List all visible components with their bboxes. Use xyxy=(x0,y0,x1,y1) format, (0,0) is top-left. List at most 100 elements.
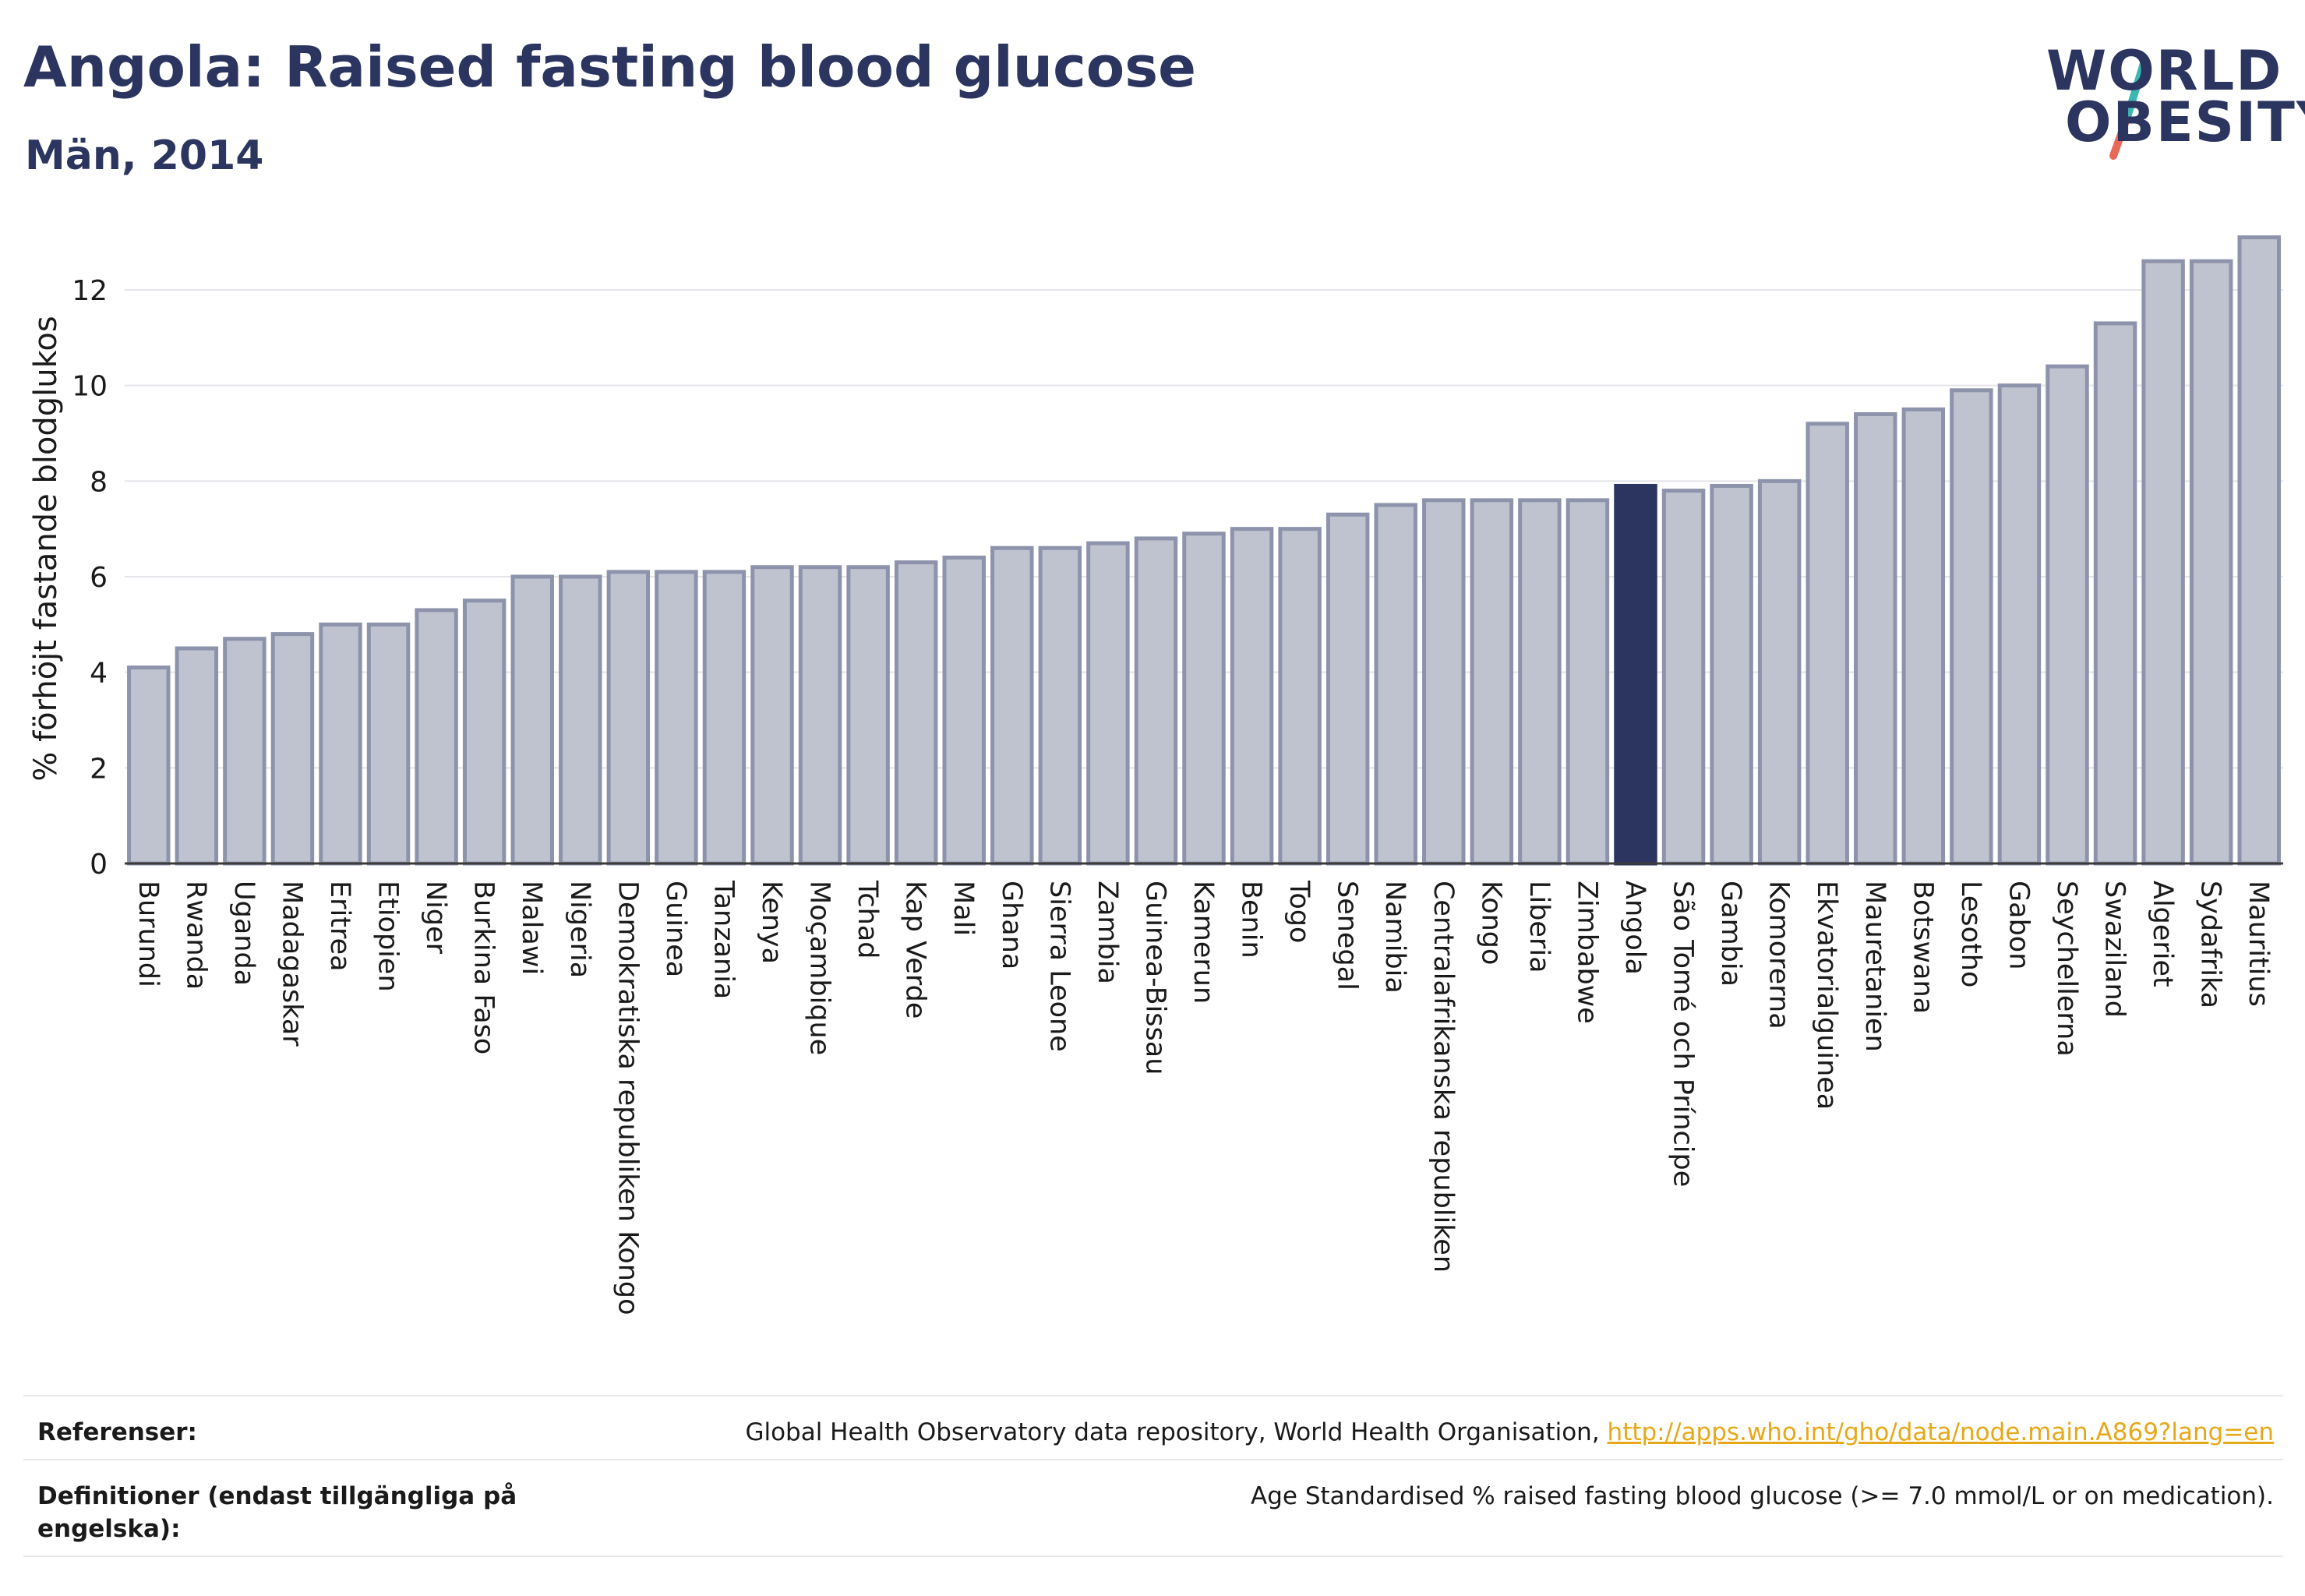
x-tick-label: Malawi xyxy=(516,881,547,975)
x-tick-label: Algeriet xyxy=(2147,881,2178,987)
bar-mo-ambique xyxy=(798,565,842,866)
x-tick-label: Seychellerna xyxy=(2051,881,2082,1057)
x-tick-label: Kap Verde xyxy=(900,881,931,1019)
y-tick-label: 0 xyxy=(90,849,108,881)
bar-zimbabwe xyxy=(1565,498,1610,866)
y-axis-label: % förhöjt fastande blodglukos xyxy=(28,316,64,781)
x-axis-ticks: Burundi Rwanda Uganda Madagaskar Eritrea Etio… xyxy=(132,880,2274,1315)
x-tick-label: Burundi xyxy=(132,881,164,987)
references-value: Global Health Observatory data repositor… xyxy=(745,1418,2274,1446)
x-tick-label: Kamerun xyxy=(1188,881,1219,1004)
footer-divider-bottom xyxy=(23,1555,2283,1557)
bar-kamerun xyxy=(1182,531,1226,866)
x-tick-label: Togo xyxy=(1283,880,1315,943)
bar-komorerna xyxy=(1757,478,1802,866)
bar-benin xyxy=(1230,527,1274,866)
x-tick-label: Namibia xyxy=(1379,881,1410,994)
y-tick-label: 12 xyxy=(72,275,108,307)
x-tick-label: Etiopien xyxy=(372,881,404,992)
bar-zambia xyxy=(1086,541,1130,866)
bar-gabon xyxy=(1997,383,2042,866)
bar-ekvatorialguinea xyxy=(1806,422,1849,866)
x-tick-label: Guinea-Bissau xyxy=(1139,881,1170,1075)
footer-divider-top xyxy=(23,1395,2283,1396)
x-tick-label: Senegal xyxy=(1332,881,1363,990)
x-tick-label: Tchad xyxy=(852,880,883,959)
y-tick-label: 4 xyxy=(90,658,108,690)
bar-seychellerna xyxy=(2046,364,2089,866)
x-tick-label: Sydafrika xyxy=(2195,881,2226,1008)
x-tick-label: Kongo xyxy=(1475,881,1506,965)
x-tick-label: Liberia xyxy=(1523,881,1555,973)
x-tick-label: Madagaskar xyxy=(276,881,307,1047)
bar-liberia xyxy=(1518,498,1562,866)
x-tick-label: Lesotho xyxy=(1955,881,1986,987)
x-tick-label: Sierra Leone xyxy=(1043,881,1075,1052)
bar-namibia xyxy=(1374,503,1417,866)
bar-uganda xyxy=(223,637,267,866)
bar-mauretanien xyxy=(1854,411,1897,866)
bar-etiopien xyxy=(366,622,411,866)
chart-subtitle: Män, 2014 xyxy=(25,132,264,179)
footer-divider-middle xyxy=(23,1459,2283,1460)
x-tick-label: Gabon xyxy=(2003,881,2034,969)
bar-mauritius xyxy=(2237,235,2281,866)
references-label: Referenser: xyxy=(37,1418,197,1446)
bar-guinea-bissau xyxy=(1134,536,1178,866)
bar-gambia xyxy=(1710,483,1753,866)
bar-burkina-faso xyxy=(462,598,507,866)
bar-centralafrikanska-republiken xyxy=(1422,498,1466,866)
x-tick-label: Uganda xyxy=(228,881,259,986)
x-tick-label: Zimbabwe xyxy=(1571,881,1602,1024)
bar-niger xyxy=(415,608,458,866)
chart-title: Angola: Raised fasting blood glucose xyxy=(23,34,1196,100)
bar-sydafrika xyxy=(2189,259,2233,866)
bar-botswana xyxy=(1901,407,1946,866)
x-tick-label: Moçambique xyxy=(804,881,835,1055)
x-tick-label: Angola xyxy=(1619,881,1650,975)
chart-bars xyxy=(127,235,2281,866)
x-tick-label: Demokratiska republiken Kongo xyxy=(612,881,643,1315)
bar-nigeria xyxy=(559,574,602,866)
bar-togo xyxy=(1278,527,1322,866)
logo-text-world: WORLD xyxy=(2046,39,2283,103)
bar-chart: 0 2 4 6 8 10 12 Burundi Rwanda Uganda Madagaskar E… xyxy=(28,235,2283,1315)
bar-angola xyxy=(1614,483,1657,866)
x-tick-label: Burkina Faso xyxy=(468,881,499,1054)
bar-tchad xyxy=(846,565,890,866)
definitions-value: Age Standardised % raised fasting blood … xyxy=(1251,1482,2274,1510)
x-tick-label: Mauretanien xyxy=(1859,881,1890,1052)
bar-kap-verde xyxy=(894,560,938,866)
bar-swaziland xyxy=(2093,321,2137,866)
bar-burundi xyxy=(127,666,171,866)
bar-senegal xyxy=(1325,512,1370,866)
bar-malawi xyxy=(510,574,554,866)
y-tick-label: 6 xyxy=(90,562,108,594)
x-tick-label: Mali xyxy=(948,881,979,936)
x-tick-label: Botswana xyxy=(1907,881,1938,1014)
bar-rwanda xyxy=(175,646,219,866)
x-tick-label: Eritrea xyxy=(324,881,355,972)
x-tick-label: Guinea xyxy=(660,881,691,977)
bar-madagaskar xyxy=(270,632,315,866)
x-tick-label: Rwanda xyxy=(180,881,211,990)
bar-sierra-leone xyxy=(1038,546,1082,866)
bar-ghana xyxy=(990,546,1034,866)
x-tick-label: Nigeria xyxy=(564,881,595,978)
bar-demokratiska-republiken-kongo xyxy=(606,570,651,866)
y-axis-ticks: 0 2 4 6 8 10 12 xyxy=(72,275,108,881)
y-tick-label: 2 xyxy=(90,753,108,785)
bar-algeriet xyxy=(2141,259,2185,866)
x-tick-label: Swaziland xyxy=(2099,881,2130,1018)
x-tick-label: Kenya xyxy=(756,881,787,964)
x-tick-label: Ghana xyxy=(996,881,1027,969)
bar-kongo xyxy=(1470,498,1514,866)
bar-s-o-tom-och-pr-ncipe xyxy=(1661,489,1706,866)
x-tick-label: Gambia xyxy=(1715,881,1746,987)
bar-eritrea xyxy=(319,622,362,866)
y-tick-label: 10 xyxy=(72,371,108,403)
x-tick-label: Centralafrikanska republiken xyxy=(1428,881,1459,1273)
x-tick-label: Komorerna xyxy=(1763,881,1795,1029)
y-tick-label: 8 xyxy=(90,466,108,498)
references-link[interactable]: http://apps.who.int/gho/data/node.main.A… xyxy=(1607,1418,2274,1446)
